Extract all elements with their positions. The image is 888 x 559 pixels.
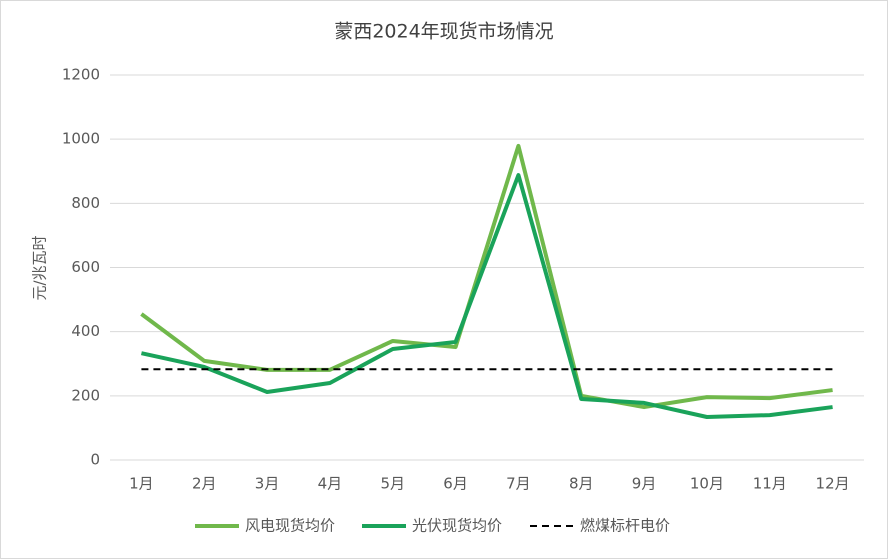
chart-title: 蒙西2024年现货市场情况	[334, 21, 553, 43]
x-tick-label: 8月	[569, 475, 594, 493]
y-axis-label: 元/兆瓦时	[31, 235, 49, 300]
x-tick-label: 3月	[255, 475, 280, 493]
series-line	[140, 143, 833, 410]
x-tick-label: 6月	[443, 475, 468, 493]
x-tick-label: 4月	[318, 475, 343, 493]
x-tick-label: 7月	[506, 475, 531, 493]
y-tick-label: 1000	[62, 130, 100, 148]
x-tick-label: 9月	[632, 475, 657, 493]
y-tick-label: 1200	[62, 66, 100, 84]
x-tick-label: 2月	[192, 475, 217, 493]
legend-label: 光伏现货均价	[412, 517, 502, 535]
y-tick-label: 800	[71, 194, 100, 212]
legend-label: 燃煤标杆电价	[580, 517, 670, 535]
x-tick-label: 1月	[129, 475, 154, 493]
y-tick-label: 200	[71, 386, 100, 404]
x-tick-label: 5月	[380, 475, 405, 493]
x-tick-label: 12月	[816, 475, 850, 493]
legend-label: 风电现货均价	[245, 517, 335, 535]
series-line	[140, 173, 833, 420]
x-tick-label: 10月	[690, 475, 724, 493]
y-tick-label: 400	[71, 322, 100, 340]
x-tick-label: 11月	[753, 475, 787, 493]
y-tick-label: 0	[90, 451, 100, 469]
y-tick-label: 600	[71, 258, 100, 276]
